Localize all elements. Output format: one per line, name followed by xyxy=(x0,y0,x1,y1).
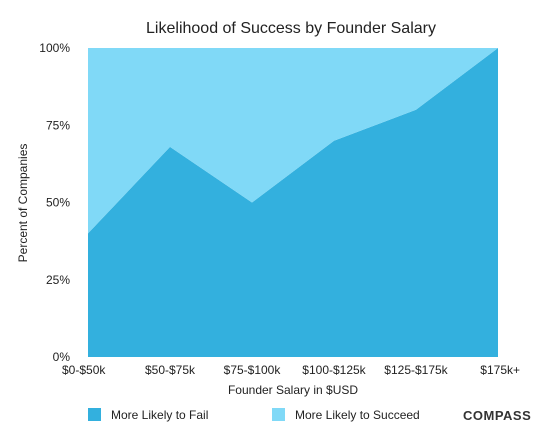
x-tick-label: $50-$75k xyxy=(145,363,196,377)
x-tick-label: $75-$100k xyxy=(224,363,282,377)
legend-swatch xyxy=(88,408,101,421)
x-tick-label: $125-$175k xyxy=(384,363,448,377)
x-tick-label: $0-$50k xyxy=(62,363,106,377)
y-axis-ticks: 0% 25% 50% 75% 100% xyxy=(39,41,70,364)
y-tick-label: 25% xyxy=(46,273,70,287)
y-axis-label: Percent of Companies xyxy=(16,144,30,263)
y-tick-label: 100% xyxy=(39,41,70,55)
x-axis-ticks: $0-$50k $50-$75k $75-$100k $100-$125k $125-$… xyxy=(62,363,520,377)
x-tick-label: $100-$125k xyxy=(302,363,366,377)
y-tick-label: 75% xyxy=(46,118,70,132)
compass-logo: COMPASS xyxy=(463,408,531,423)
area-series-succeed xyxy=(88,48,498,234)
plot-area xyxy=(88,48,498,357)
legend: More Likely to Fail More Likely to Succee… xyxy=(88,408,420,422)
x-tick-label: $175k+ xyxy=(480,363,520,377)
x-axis-label: Founder Salary in $USD xyxy=(228,383,358,397)
chart-title: Likelihood of Success by Founder Salary xyxy=(146,20,436,37)
area-series-fail xyxy=(88,48,498,357)
legend-label: More Likely to Succeed xyxy=(295,408,420,422)
legend-swatch xyxy=(272,408,285,421)
legend-label: More Likely to Fail xyxy=(111,408,208,422)
y-tick-label: 50% xyxy=(46,196,70,210)
y-tick-label: 0% xyxy=(53,350,71,364)
